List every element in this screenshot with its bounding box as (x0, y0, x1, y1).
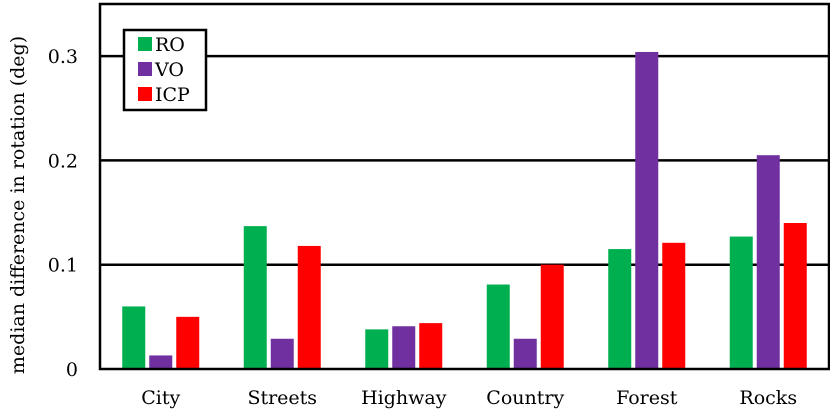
legend-swatch-ro (138, 37, 152, 51)
legend-label-vo: VO (154, 59, 184, 81)
x-tick-label: Streets (247, 387, 317, 409)
bars (122, 51, 807, 369)
bar-highway-icp (419, 323, 443, 369)
legend-box (122, 28, 208, 112)
bar-country-vo (513, 338, 537, 369)
y-axis-label: median difference in rotation (deg) (7, 36, 29, 374)
legend-label-icp: ICP (155, 84, 190, 106)
x-tick-label: Forest (616, 387, 678, 409)
x-tick-label: Rocks (739, 387, 797, 409)
bar-streets-vo (270, 338, 294, 369)
legend: RO VO ICP (122, 28, 208, 112)
y-tick-label: 0.3 (48, 46, 78, 68)
gridlines (100, 54, 829, 266)
bar-streets-ro (243, 226, 267, 369)
bar-highway-vo (392, 326, 416, 369)
legend-swatch-icp (138, 87, 152, 101)
bar-city-icp (176, 316, 200, 369)
x-tick-label: Country (486, 387, 564, 409)
bar-rocks-vo (756, 155, 780, 369)
bar-country-icp (540, 264, 564, 369)
x-tick-label: City (141, 387, 180, 409)
bar-rocks-ro (729, 236, 753, 369)
bar-city-ro (122, 306, 146, 369)
bar-city-vo (149, 355, 173, 369)
plot-frame (98, 2, 830, 371)
bar-country-ro (486, 284, 510, 369)
y-tick-label: 0.2 (48, 150, 78, 172)
bar-rocks-icp (783, 223, 807, 369)
bar-highway-ro (365, 329, 389, 369)
bar-forest-vo (635, 51, 659, 369)
bar-forest-ro (608, 249, 632, 369)
x-tick-label: Highway (361, 387, 447, 409)
bar-forest-icp (662, 242, 686, 369)
x-axis-ticks: City Streets Highway Country Forest Rocks (141, 387, 797, 409)
y-tick-label: 0.1 (48, 255, 78, 277)
bar-streets-icp (297, 245, 321, 369)
legend-swatch-vo (138, 62, 152, 76)
y-tick-label: 0 (66, 359, 78, 381)
y-axis-ticks: 0 0.1 0.2 0.3 (48, 46, 78, 381)
legend-label-ro: RO (155, 34, 185, 56)
